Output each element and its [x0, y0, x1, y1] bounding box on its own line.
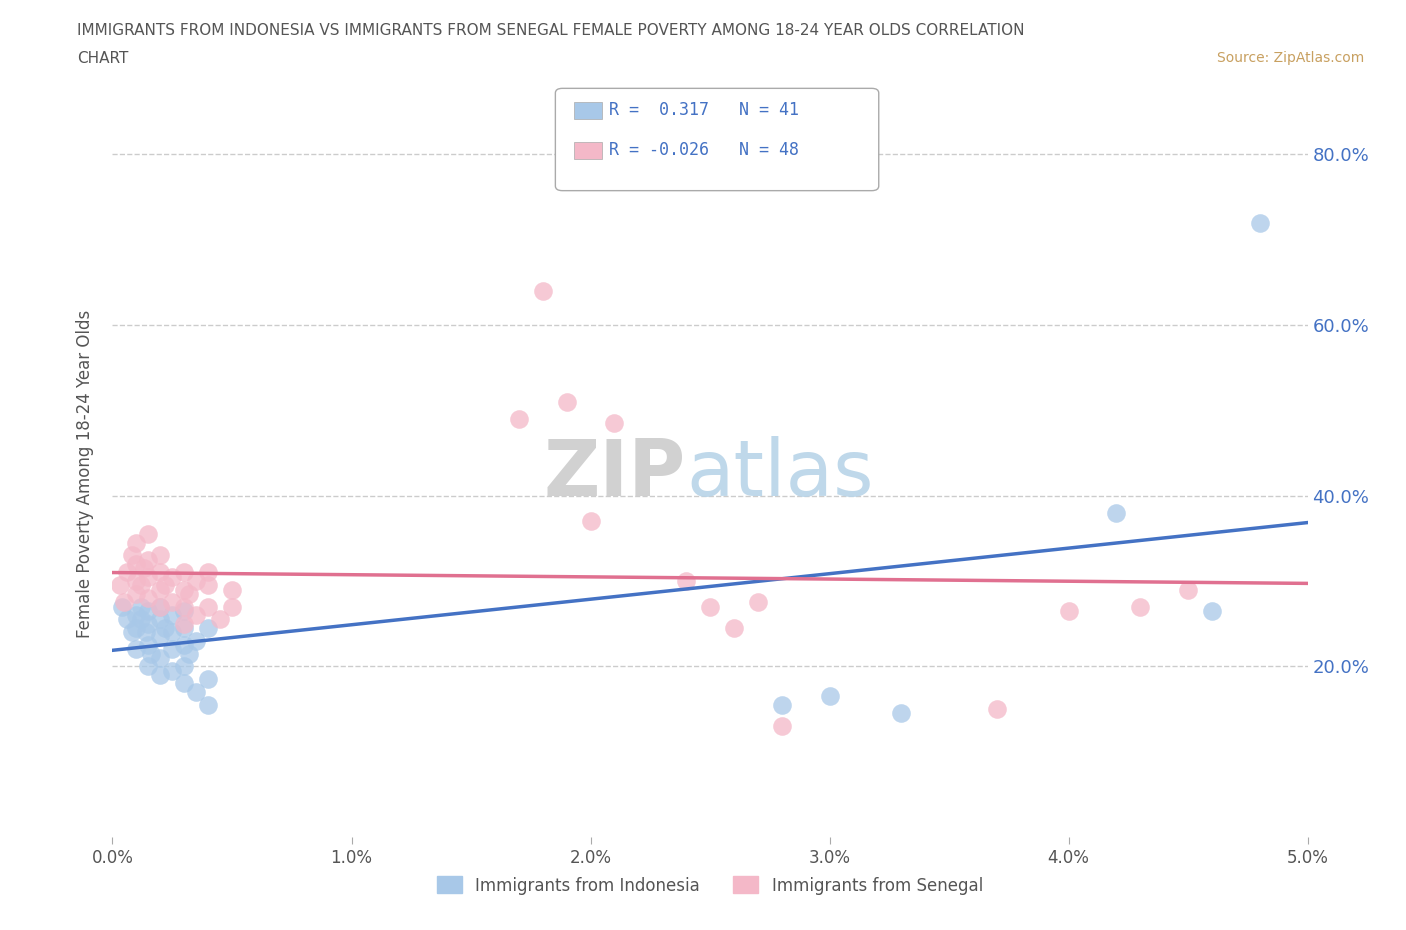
Point: [138, 569, 160, 584]
Point: [125, 607, 148, 622]
Point: [138, 591, 160, 605]
Legend: Immigrants from Indonesia, Immigrants from Senegal: Immigrants from Indonesia, Immigrants fr…: [430, 870, 990, 901]
Point: [149, 599, 172, 614]
Point: [138, 658, 160, 673]
Point: [149, 599, 172, 614]
Point: [121, 548, 143, 563]
Point: [173, 676, 195, 691]
Point: [129, 599, 152, 614]
Point: [699, 599, 721, 614]
Point: [149, 650, 172, 665]
Point: [173, 582, 195, 597]
Point: [115, 612, 138, 627]
Point: [197, 671, 219, 686]
Point: [149, 582, 172, 597]
Point: [177, 646, 200, 661]
Point: [132, 561, 155, 576]
Point: [149, 629, 172, 644]
Point: [508, 411, 530, 426]
Text: CHART: CHART: [77, 51, 129, 66]
Point: [177, 586, 200, 601]
Point: [197, 578, 219, 592]
Point: [603, 416, 626, 431]
Point: [197, 620, 219, 635]
Point: [579, 513, 602, 528]
Point: [138, 617, 160, 631]
Point: [221, 582, 243, 597]
Point: [197, 565, 219, 580]
Point: [139, 646, 162, 661]
Point: [555, 394, 578, 409]
Point: [197, 698, 219, 712]
Point: [818, 689, 841, 704]
Point: [138, 604, 160, 618]
Point: [135, 625, 157, 640]
Point: [125, 620, 148, 635]
Text: atlas: atlas: [686, 436, 873, 512]
Point: [186, 607, 208, 622]
Point: [149, 548, 172, 563]
Point: [121, 625, 143, 640]
Point: [186, 684, 208, 699]
Point: [125, 556, 148, 571]
Point: [986, 701, 1008, 716]
Text: R = -0.026   N = 48: R = -0.026 N = 48: [609, 140, 799, 159]
Point: [115, 565, 138, 580]
Point: [153, 578, 176, 592]
Point: [162, 663, 183, 678]
Point: [129, 578, 152, 592]
Point: [125, 642, 148, 657]
Point: [138, 638, 160, 653]
Point: [173, 658, 195, 673]
Point: [1129, 599, 1152, 614]
Point: [173, 620, 195, 635]
Point: [1249, 215, 1271, 230]
Point: [1201, 604, 1223, 618]
Point: [1105, 505, 1128, 520]
Point: [675, 574, 697, 589]
Point: [162, 642, 183, 657]
Point: [138, 526, 160, 541]
Point: [173, 565, 195, 580]
Y-axis label: Female Poverty Among 18-24 Year Olds: Female Poverty Among 18-24 Year Olds: [76, 311, 94, 638]
Point: [186, 633, 208, 648]
Point: [162, 569, 183, 584]
Text: Source: ZipAtlas.com: Source: ZipAtlas.com: [1216, 51, 1364, 65]
Point: [162, 625, 183, 640]
Point: [173, 638, 195, 653]
Point: [108, 578, 131, 592]
Point: [186, 574, 208, 589]
Point: [173, 604, 195, 618]
Text: R =  0.317   N = 41: R = 0.317 N = 41: [609, 100, 799, 119]
Point: [197, 599, 219, 614]
Point: [221, 599, 243, 614]
Point: [125, 574, 148, 589]
Point: [149, 668, 172, 683]
Point: [162, 607, 183, 622]
Point: [114, 595, 135, 610]
Point: [162, 595, 183, 610]
Point: [747, 595, 769, 610]
Point: [173, 617, 195, 631]
Point: [531, 284, 554, 299]
Point: [173, 599, 195, 614]
Point: [770, 698, 793, 712]
Point: [138, 552, 160, 567]
Text: ZIP: ZIP: [544, 436, 686, 512]
Point: [125, 586, 148, 601]
Point: [149, 565, 172, 580]
Point: [111, 599, 134, 614]
Text: IMMIGRANTS FROM INDONESIA VS IMMIGRANTS FROM SENEGAL FEMALE POVERTY AMONG 18-24 : IMMIGRANTS FROM INDONESIA VS IMMIGRANTS …: [77, 23, 1025, 38]
Point: [153, 620, 176, 635]
Point: [1057, 604, 1080, 618]
Point: [890, 706, 912, 721]
Point: [125, 535, 148, 550]
Point: [770, 719, 793, 734]
Point: [129, 612, 152, 627]
Point: [149, 612, 172, 627]
Point: [1177, 582, 1199, 597]
Point: [209, 612, 232, 627]
Point: [723, 620, 745, 635]
